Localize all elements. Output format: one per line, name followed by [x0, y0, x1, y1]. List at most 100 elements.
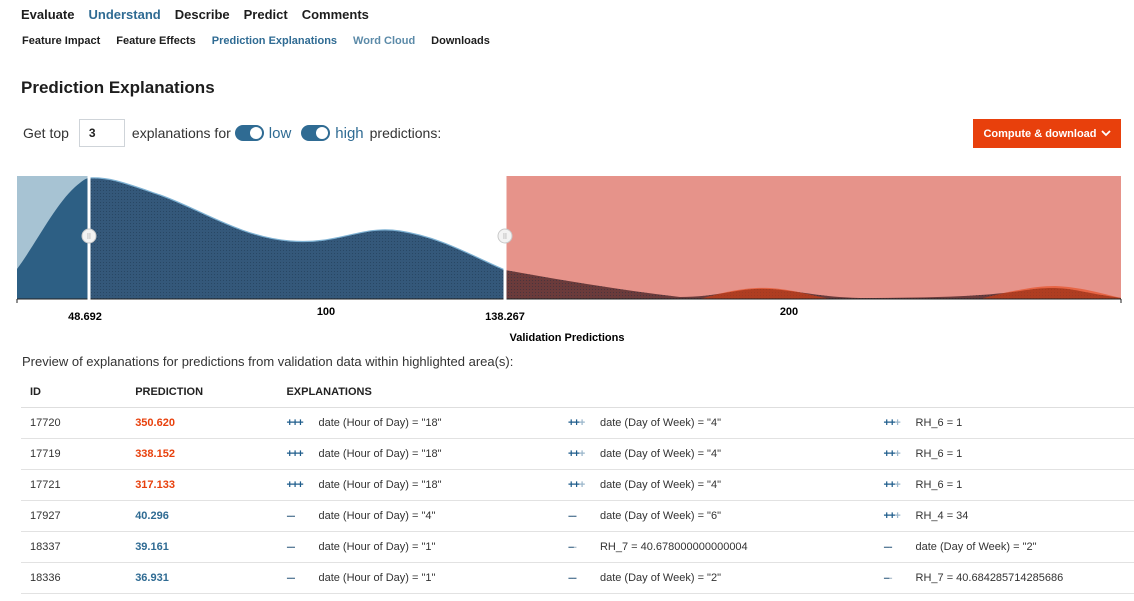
row-prediction: 350.620 — [126, 407, 278, 439]
high-density-peaks — [700, 286, 1121, 299]
density-curve — [88, 177, 506, 271]
explanation-cell: +++ date (Day of Week) = "4" — [558, 407, 875, 439]
tab-evaluate[interactable]: Evaluate — [21, 7, 75, 22]
low-toggle[interactable] — [234, 125, 264, 141]
explanation-controls: Get top explanations for low high predic… — [23, 119, 441, 147]
impact-sign-dim: - — [888, 572, 893, 584]
explanation-text: date (Hour of Day) = "18" — [318, 417, 442, 429]
row-prediction: 40.296 — [126, 500, 278, 532]
impact-sign: ++ — [567, 417, 580, 429]
tab-understand[interactable]: Understand — [88, 7, 161, 22]
table-row: 17927 40.296 --- date (Hour of Day) = "4" --… — [21, 500, 1134, 532]
impact-strength-icon: +++ — [884, 479, 909, 491]
subtab-feature-impact[interactable]: Feature Impact — [22, 35, 101, 47]
explanation-text: RH_6 = 1 — [915, 479, 963, 491]
impact-sign: ++ — [883, 479, 896, 491]
x-axis-label: Validation Predictions — [510, 332, 625, 344]
table-body: 17720 350.620 +++ date (Hour of Day) = "18"… — [21, 407, 1134, 594]
high-threshold-handle[interactable] — [497, 228, 513, 244]
row-prediction: 39.161 — [126, 531, 278, 563]
explanation-text: date (Day of Week) = "4" — [599, 448, 721, 460]
impact-sign: ++ — [883, 510, 896, 522]
impact-sign-dim: + — [894, 448, 901, 460]
explanation-text: RH_4 = 34 — [915, 510, 969, 522]
explanation-text: date (Hour of Day) = "18" — [318, 479, 442, 491]
high-label: high — [335, 124, 364, 142]
tab-describe[interactable]: Describe — [174, 7, 230, 22]
subtab-downloads[interactable]: Downloads — [431, 35, 490, 47]
impact-strength-icon: +++ — [884, 417, 909, 429]
subtab-word-cloud[interactable]: Word Cloud — [353, 35, 416, 47]
explanation-cell: +++ RH_6 = 1 — [874, 407, 1134, 439]
impact-strength-icon: --- — [568, 510, 593, 522]
tab-predict[interactable]: Predict — [243, 7, 288, 22]
explanation-cell: +++ RH_6 = 1 — [874, 469, 1134, 501]
impact-strength-icon: --- — [884, 541, 909, 553]
explanations-for-label: explanations for — [131, 125, 231, 141]
impact-strength-icon: +++ — [884, 510, 909, 522]
sub-nav: Feature Impact Feature Effects Predictio… — [22, 35, 490, 47]
impact-strength-icon: +++ — [286, 448, 311, 460]
low-density-area — [17, 178, 89, 299]
row-id: 17720 — [21, 407, 127, 439]
explanation-text: date (Hour of Day) = "1" — [318, 541, 436, 553]
explanation-text: date (Hour of Day) = "1" — [318, 572, 436, 584]
impact-sign: --- — [567, 572, 577, 584]
explanation-cell: --- date (Day of Week) = "6" — [558, 500, 875, 532]
tab-comments[interactable]: Comments — [301, 7, 369, 22]
grip-icon: ⠿ — [502, 233, 507, 241]
explanation-text: RH_6 = 1 — [915, 417, 963, 429]
top-n-input[interactable] — [78, 119, 125, 147]
top-nav: Evaluate Understand Describe Predict Com… — [21, 7, 369, 22]
row-prediction: 317.133 — [126, 469, 278, 501]
impact-sign: +++ — [286, 448, 303, 460]
impact-strength-icon: +++ — [884, 448, 909, 460]
explanation-text: date (Day of Week) = "2" — [599, 572, 721, 584]
impact-strength-icon: --- — [568, 541, 593, 553]
high-toggle[interactable] — [301, 125, 331, 141]
col-id-header: ID — [21, 377, 127, 408]
impact-sign: --- — [567, 510, 577, 522]
col-explanations-header: EXPLANATIONS — [277, 377, 1134, 408]
subtab-feature-effects[interactable]: Feature Effects — [116, 35, 196, 47]
table-row: 17721 317.133 +++ date (Hour of Day) = "18"… — [21, 469, 1134, 501]
chevron-down-icon — [1100, 130, 1111, 137]
row-id: 17721 — [21, 469, 127, 501]
explanation-text: RH_6 = 1 — [915, 448, 963, 460]
impact-strength-icon: --- — [286, 541, 311, 553]
impact-strength-icon: --- — [286, 510, 311, 522]
explanation-text: date (Day of Week) = "4" — [599, 479, 721, 491]
impact-sign: -- — [567, 541, 574, 553]
impact-strength-icon: --- — [568, 572, 593, 584]
explanation-text: date (Day of Week) = "2" — [915, 541, 1037, 553]
impact-sign-dim: + — [894, 510, 901, 522]
table-row: 18336 36.931 --- date (Hour of Day) = "1" --… — [21, 562, 1134, 594]
impact-strength-icon: +++ — [568, 479, 593, 491]
row-id: 17927 — [21, 500, 127, 532]
impact-sign: --- — [286, 572, 295, 584]
explanation-text: date (Hour of Day) = "18" — [318, 448, 442, 460]
row-prediction: 36.931 — [126, 562, 278, 594]
impact-sign-dim: + — [578, 479, 586, 491]
impact-strength-icon: +++ — [568, 448, 593, 460]
row-id: 18336 — [21, 562, 127, 594]
table-row: 18337 39.161 --- date (Hour of Day) = "1" --… — [21, 531, 1134, 563]
impact-sign-dim: - — [573, 541, 577, 553]
impact-sign: --- — [286, 541, 295, 553]
explanation-cell: --- date (Hour of Day) = "4" — [277, 500, 559, 532]
tick-label-200: 200 — [780, 306, 798, 318]
subtab-prediction-explanations[interactable]: Prediction Explanations — [211, 35, 338, 47]
high-threshold-label: 138.267 — [485, 311, 525, 323]
explanation-cell: --- date (Day of Week) = "2" — [558, 562, 875, 594]
table-row: 17720 350.620 +++ date (Hour of Day) = "18"… — [21, 407, 1134, 439]
explanation-cell: --- RH_7 = 40.684285714285686 — [874, 562, 1134, 594]
impact-sign: -- — [883, 572, 890, 584]
table-header-row: ID PREDICTION EXPLANATIONS — [21, 377, 1134, 408]
grip-icon: ⠿ — [86, 233, 91, 241]
impact-sign: +++ — [286, 479, 303, 491]
explanation-cell: +++ date (Hour of Day) = "18" — [277, 407, 559, 439]
explanation-cell: +++ date (Day of Week) = "4" — [558, 469, 875, 501]
low-threshold-handle[interactable] — [81, 228, 97, 244]
explanation-text: RH_7 = 40.678000000000004 — [599, 541, 748, 553]
compute-download-button[interactable]: Compute & download — [973, 119, 1121, 148]
